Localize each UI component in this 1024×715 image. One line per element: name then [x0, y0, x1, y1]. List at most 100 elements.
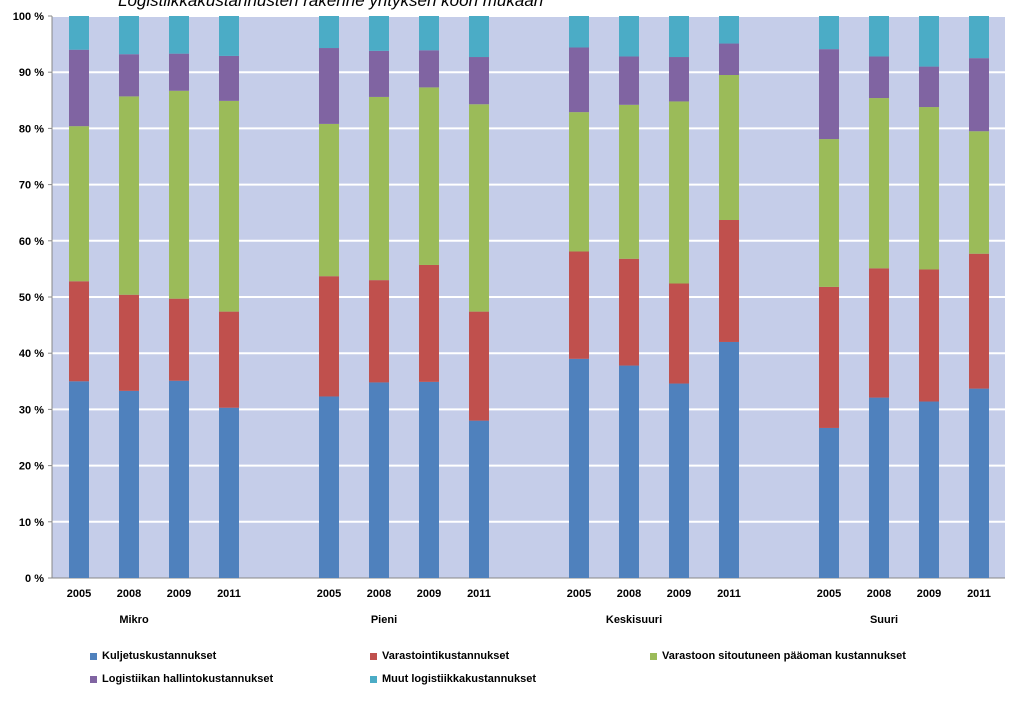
- bar-segment: [219, 407, 239, 578]
- legend-item: Logistiikan hallintokustannukset: [90, 673, 273, 685]
- bar-segment: [419, 16, 439, 51]
- bar-segment: [819, 427, 839, 578]
- x-tick-label: 2009: [917, 588, 941, 600]
- y-tick-label: 40 %: [19, 348, 44, 360]
- y-tick-label: 20 %: [19, 461, 44, 473]
- bar-segment: [819, 286, 839, 428]
- x-tick-label: 2008: [867, 588, 891, 600]
- legend-item: Muut logistiikkakustannukset: [370, 673, 536, 685]
- bar-segment: [219, 311, 239, 408]
- bar-segment: [719, 220, 739, 342]
- legend-label: Varastoon sitoutuneen pääoman kustannuks…: [662, 650, 906, 662]
- group-label: Pieni: [371, 614, 397, 626]
- x-tick-label: 2011: [217, 588, 241, 600]
- bar-segment: [219, 16, 239, 56]
- bar-segment: [669, 383, 689, 578]
- bar-segment: [569, 251, 589, 359]
- bar-segment: [319, 48, 339, 124]
- bar-segment: [919, 66, 939, 108]
- bar-segment: [619, 56, 639, 105]
- bar-segment: [69, 281, 89, 382]
- bar-segment: [719, 43, 739, 76]
- y-tick-label: 100 %: [13, 11, 44, 23]
- x-tick-label: 2009: [167, 588, 191, 600]
- y-tick-label: 90 %: [19, 67, 44, 79]
- legend-swatch: [370, 652, 377, 660]
- bar-segment: [719, 75, 739, 221]
- y-tick-label: 50 %: [19, 292, 44, 304]
- bar-segment: [869, 397, 889, 578]
- legend-item: Kuljetuskustannukset: [90, 650, 216, 662]
- y-tick-label: 10 %: [19, 517, 44, 529]
- bar-segment: [119, 16, 139, 55]
- legend-item: Varastointikustannukset: [370, 650, 509, 662]
- bar-segment: [469, 420, 489, 578]
- y-tick-label: 30 %: [19, 404, 44, 416]
- x-tick-label: 2009: [667, 588, 691, 600]
- bar-segment: [969, 58, 989, 132]
- bar-segment: [69, 126, 89, 282]
- bar-segment: [669, 101, 689, 284]
- group-label: Keskisuuri: [606, 614, 662, 626]
- x-tick-label: 2011: [717, 588, 741, 600]
- bar-segment: [919, 269, 939, 402]
- x-tick-label: 2011: [967, 588, 991, 600]
- x-tick-label: 2008: [117, 588, 141, 600]
- bar-segment: [919, 401, 939, 578]
- bar-segment: [119, 294, 139, 391]
- bar-segment: [369, 96, 389, 281]
- bar-segment: [819, 49, 839, 140]
- bar-segment: [369, 280, 389, 383]
- x-tick-label: 2005: [817, 588, 841, 600]
- bar-segment: [169, 16, 189, 54]
- x-tick-label: 2009: [417, 588, 441, 600]
- bar-segment: [469, 311, 489, 421]
- bar-segment: [169, 380, 189, 578]
- bar-segment: [969, 388, 989, 578]
- y-tick-label: 80 %: [19, 123, 44, 135]
- bar-segment: [669, 16, 689, 58]
- x-tick-label: 2011: [467, 588, 491, 600]
- chart-title: Logistiikkakustannusten rakenne yritykse…: [118, 0, 543, 10]
- bar-segment: [119, 390, 139, 578]
- bar-segment: [919, 107, 939, 270]
- bar-segment: [569, 358, 589, 578]
- x-tick-label: 2008: [617, 588, 641, 600]
- bar-segment: [319, 16, 339, 49]
- x-tick-label: 2005: [317, 588, 341, 600]
- bar-segment: [369, 16, 389, 51]
- bar-segment: [619, 104, 639, 259]
- bar-segment: [169, 53, 189, 91]
- x-tick-label: 2005: [67, 588, 91, 600]
- bar-segment: [419, 264, 439, 382]
- bar-segment: [169, 298, 189, 381]
- y-tick-label: 0 %: [25, 573, 44, 585]
- bar-segment: [319, 123, 339, 277]
- bar-segment: [419, 50, 439, 88]
- bar-segment: [569, 16, 589, 48]
- bar-segment: [869, 16, 889, 57]
- bar-segment: [69, 16, 89, 50]
- bar-segment: [419, 381, 439, 578]
- bar-segment: [469, 104, 489, 312]
- legend-label: Muut logistiikkakustannukset: [382, 673, 537, 685]
- legend-label: Kuljetuskustannukset: [102, 650, 217, 662]
- bar-segment: [569, 47, 589, 113]
- legend-swatch: [370, 675, 377, 683]
- bar-segment: [969, 131, 989, 254]
- bar-segment: [719, 16, 739, 44]
- bar-segment: [669, 57, 689, 102]
- bar-segment: [819, 139, 839, 287]
- x-tick-label: 2005: [567, 588, 591, 600]
- bar-segment: [969, 16, 989, 59]
- bar-segment: [719, 341, 739, 578]
- bar-segment: [569, 112, 589, 252]
- bar-segment: [919, 16, 939, 67]
- legend-label: Logistiikan hallintokustannukset: [102, 673, 274, 685]
- bar-segment: [969, 253, 989, 389]
- bar-segment: [469, 16, 489, 58]
- group-label: Mikro: [119, 614, 149, 626]
- bar-segment: [169, 90, 189, 299]
- y-tick-label: 60 %: [19, 236, 44, 248]
